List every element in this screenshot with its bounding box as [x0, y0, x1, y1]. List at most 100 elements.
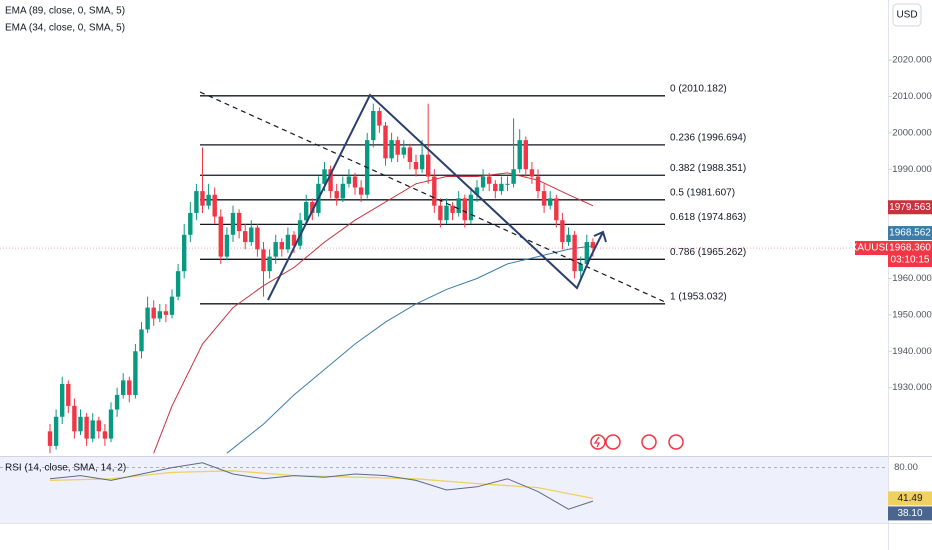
candle-body — [358, 187, 364, 195]
candle-body — [407, 147, 413, 162]
candle-body — [188, 212, 193, 235]
candle-body — [413, 161, 419, 170]
y-tick-label: 1960.000 — [892, 273, 932, 284]
candle-body — [438, 205, 443, 221]
indicator-label: EMA (89, close, 0, SMA, 5) — [5, 6, 125, 17]
flag-icon[interactable] — [605, 434, 621, 450]
candle-body — [133, 351, 138, 395]
candle-body — [505, 183, 510, 185]
layers: 2020.000 2010.000 2000.000 1990.000 1960.000… — [0, 55, 932, 521]
price-badge — [888, 226, 932, 241]
ema-line — [153, 172, 594, 454]
candle-body — [554, 198, 559, 221]
candle-body — [383, 125, 388, 159]
candle-body — [499, 183, 504, 192]
candle-body — [108, 409, 114, 439]
candle-body — [566, 234, 571, 243]
ema-line — [226, 245, 593, 454]
price-badge-label: 1979.563 — [889, 202, 931, 213]
candle-body — [584, 242, 589, 264]
candle-body — [304, 202, 309, 221]
y-tick-label: 1990.000 — [892, 164, 932, 175]
candle-body — [548, 198, 553, 206]
candle-body — [419, 154, 425, 170]
candle-body — [450, 205, 455, 213]
candle-body — [145, 307, 150, 330]
flash-icon[interactable] — [590, 434, 606, 450]
candle-body — [456, 198, 461, 213]
y-tick-label: 2010.000 — [892, 91, 932, 102]
candle-body — [578, 263, 583, 272]
y-tick-label: 1940.000 — [892, 346, 932, 357]
candle-body — [47, 431, 53, 446]
candle-body — [200, 191, 205, 206]
candle-body — [444, 205, 449, 221]
flag-icon[interactable] — [641, 434, 657, 450]
candle-body — [236, 212, 242, 232]
price-badge — [888, 200, 932, 215]
candle-body — [297, 220, 303, 246]
candle-body — [255, 227, 260, 250]
candle-body — [535, 176, 541, 192]
candle-body — [340, 183, 345, 199]
fib-label: 0 (2010.182) — [670, 83, 727, 94]
candle-body — [157, 311, 162, 319]
fib-label: 0.236 (1996.694) — [670, 133, 746, 144]
price-badge-label: 1968.562 — [889, 228, 931, 239]
y-tick-label: 2020.000 — [892, 55, 932, 66]
candle-body — [285, 234, 291, 250]
candle-body — [261, 249, 266, 272]
candle-body — [468, 194, 474, 221]
flag-icon[interactable] — [668, 434, 684, 450]
candle-body — [371, 111, 376, 141]
candle-body — [249, 227, 254, 243]
rsi-line — [49, 462, 594, 510]
candle-body — [60, 384, 65, 417]
candle-body — [474, 187, 480, 195]
candle-body — [279, 242, 284, 250]
currency-button[interactable] — [892, 3, 922, 27]
zigzag-drawing — [267, 93, 591, 301]
rsi-label: RSI (14, close, SMA, 14, 2) — [5, 463, 126, 474]
candle-body — [53, 416, 59, 446]
candle-body — [218, 216, 223, 257]
candle-body — [127, 380, 132, 395]
indicator-label: EMA (34, close, 0, SMA, 5) — [5, 23, 125, 34]
candle-body — [114, 394, 120, 410]
candle-body — [352, 176, 358, 188]
candle-body — [426, 154, 431, 177]
candle-body — [291, 234, 297, 246]
rsi-signal-line — [49, 470, 594, 500]
candle-body — [462, 198, 467, 221]
last-price-label: 1968.360 — [889, 243, 931, 254]
candle-body — [523, 140, 528, 170]
candle-body — [401, 147, 406, 155]
flash-glyph — [593, 436, 601, 448]
candle-body — [572, 234, 577, 272]
candle-body — [163, 311, 169, 315]
candle-body — [590, 242, 596, 249]
candle-body — [90, 420, 95, 439]
candle-body — [224, 234, 230, 257]
candle-body — [121, 380, 126, 395]
last-price-badge — [888, 241, 932, 268]
event-icons — [590, 434, 684, 450]
symbol-badge — [855, 241, 888, 256]
candle-body — [346, 176, 352, 184]
fib-label: 0.786 (1965.262) — [670, 247, 746, 258]
candle-body — [389, 140, 394, 159]
y-tick-label: 2000.000 — [892, 127, 932, 138]
candle-body — [212, 194, 217, 217]
candle-body — [310, 202, 315, 213]
y-tick-label: 1950.000 — [892, 309, 932, 320]
candle-body — [139, 329, 144, 352]
candle-body — [529, 169, 535, 177]
fib-label: 0.618 (1974.863) — [670, 212, 746, 223]
candle-body — [377, 111, 382, 126]
candle-body — [493, 183, 498, 192]
price-badge-label: 41.49 — [897, 493, 922, 504]
candle-body — [206, 194, 211, 206]
fib-label: 1 (1953.032) — [670, 291, 727, 302]
symbol-label: XAUUSD — [851, 243, 893, 254]
